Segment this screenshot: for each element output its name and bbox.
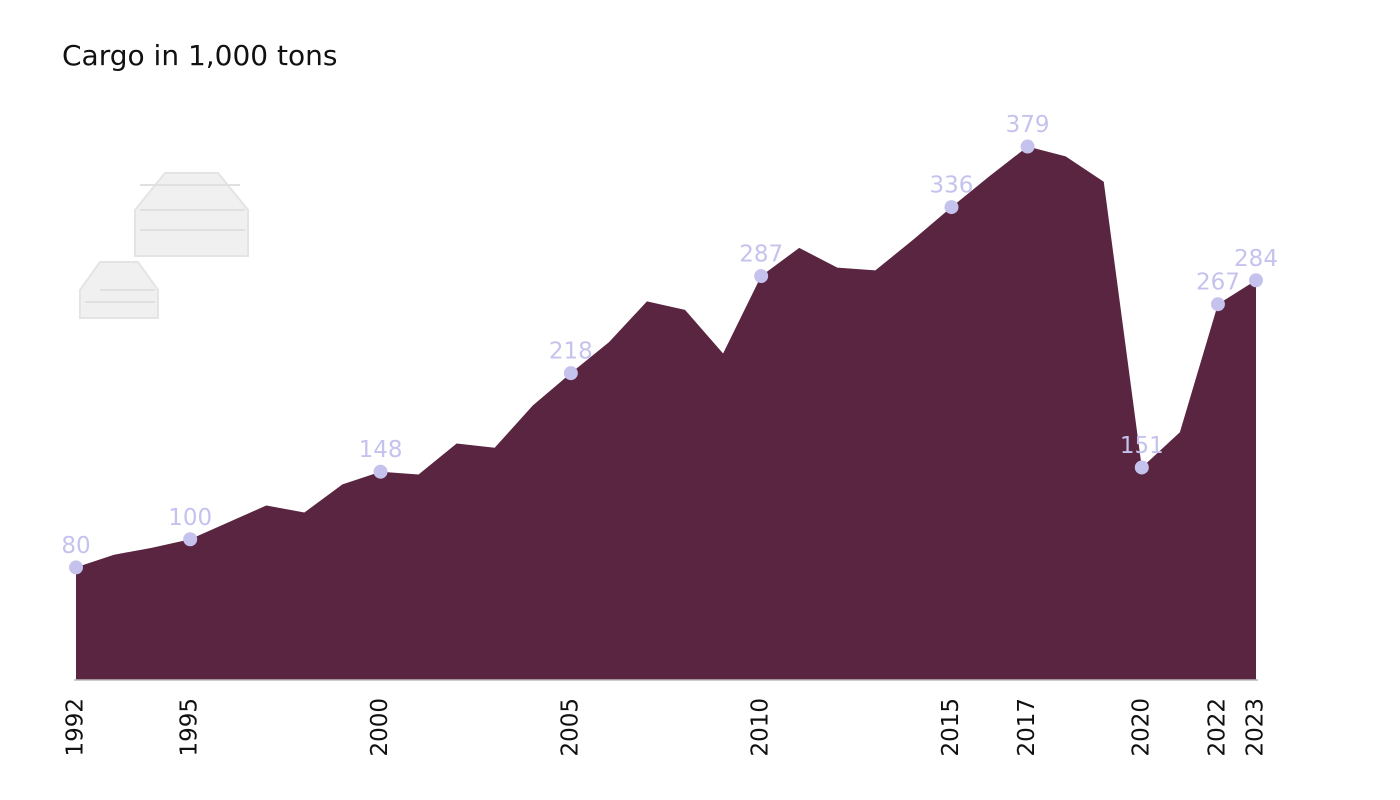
crate-icon xyxy=(79,172,249,319)
point-marker xyxy=(754,269,769,284)
value-label: 148 xyxy=(359,437,403,463)
x-tick-label: 2010 xyxy=(748,698,774,757)
value-label: 284 xyxy=(1234,246,1278,272)
x-tick-label: 1995 xyxy=(177,698,203,757)
point-marker xyxy=(1134,460,1149,475)
value-label: 379 xyxy=(1006,112,1050,138)
x-tick-label: 2017 xyxy=(1014,698,1040,757)
value-label: 287 xyxy=(739,242,783,268)
point-marker xyxy=(944,200,959,215)
value-label: 336 xyxy=(930,173,974,199)
point-marker xyxy=(1210,297,1225,312)
x-tick-label: 2015 xyxy=(938,698,964,757)
x-tick-label: 2023 xyxy=(1243,698,1269,757)
point-marker xyxy=(1020,139,1035,154)
x-tick-label: 2005 xyxy=(557,698,583,757)
value-label: 80 xyxy=(61,533,90,559)
point-marker xyxy=(69,560,83,575)
value-label: 100 xyxy=(168,505,212,531)
x-tick-label: 2020 xyxy=(1128,698,1154,757)
value-label: 218 xyxy=(549,339,593,365)
x-tick-label: 2000 xyxy=(367,698,393,757)
value-label: 151 xyxy=(1120,433,1164,459)
point-marker xyxy=(1249,273,1263,288)
x-tick-label: 2022 xyxy=(1204,698,1230,757)
point-marker xyxy=(373,464,388,479)
value-label: 267 xyxy=(1196,270,1240,296)
area xyxy=(76,146,1256,680)
x-tick-label: 1992 xyxy=(63,698,89,757)
point-marker xyxy=(183,532,198,547)
point-marker xyxy=(563,366,578,381)
chart-title: Cargo in 1,000 tons xyxy=(62,39,337,72)
